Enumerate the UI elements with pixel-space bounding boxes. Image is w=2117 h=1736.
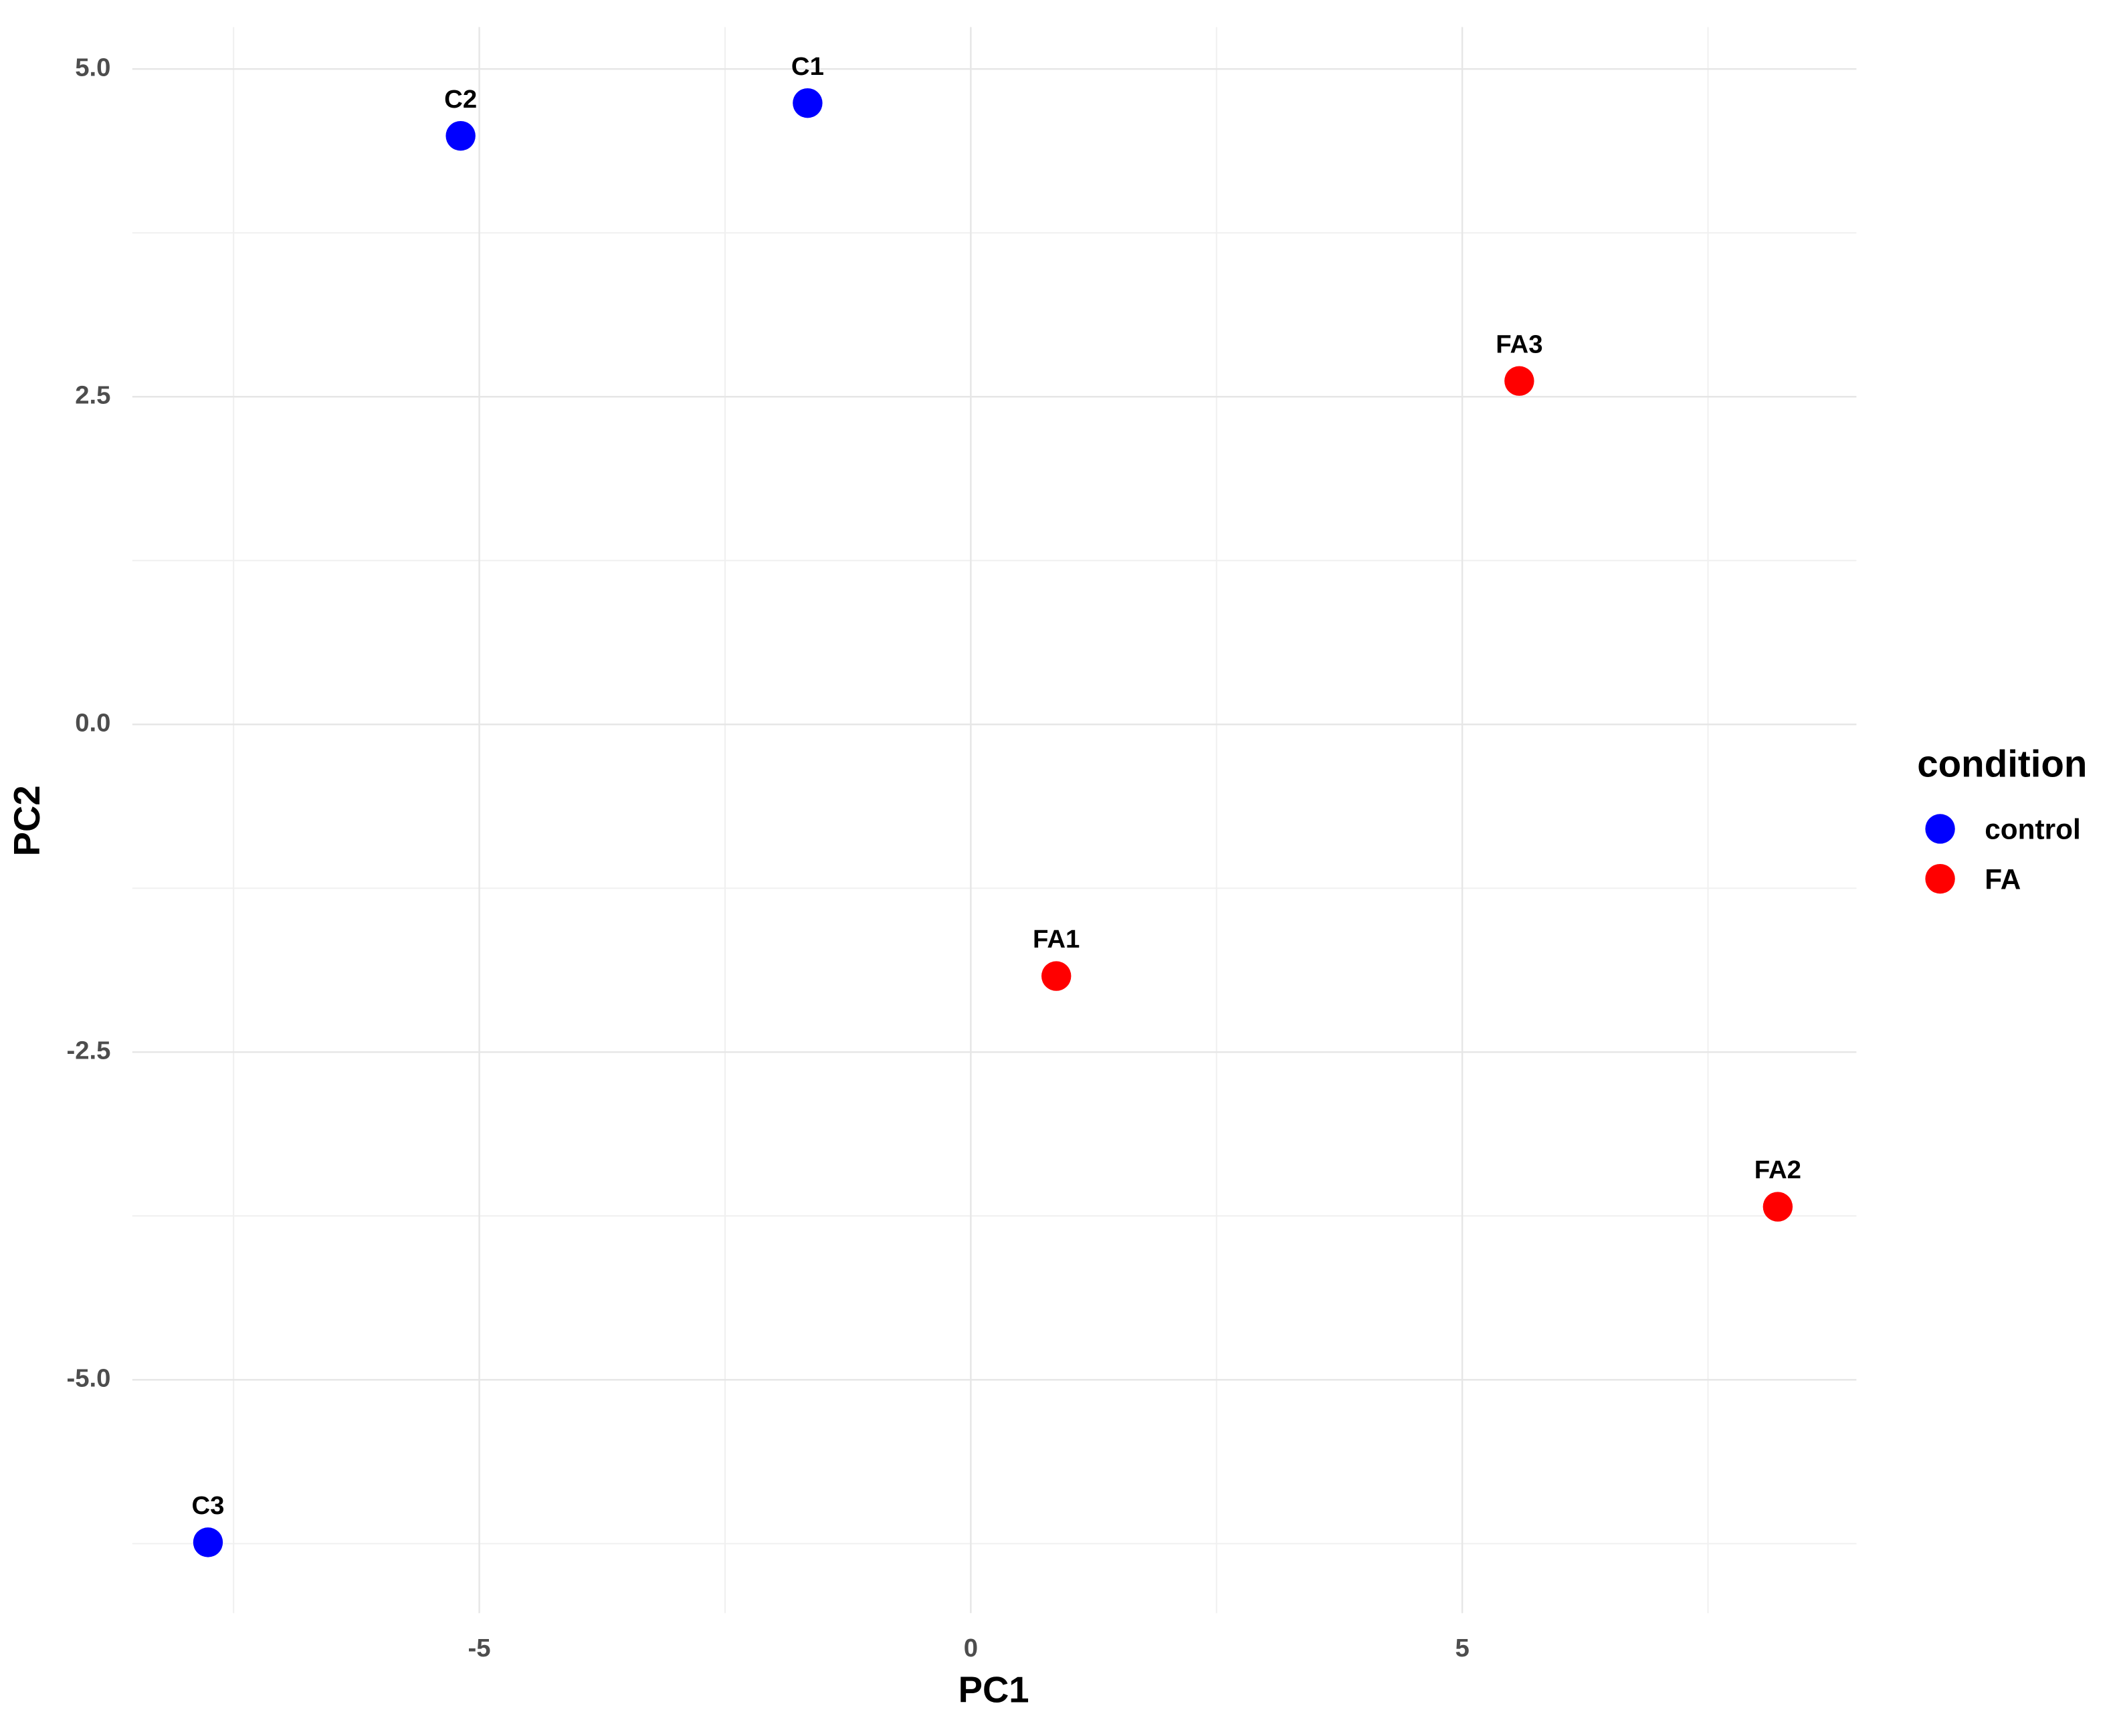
point [1041,961,1072,991]
point-label: FA2 [1754,1156,1801,1184]
point [445,120,476,151]
legend-label: control [1985,814,2081,845]
x-tick-label: -5 [468,1634,491,1662]
point [793,88,823,118]
legend-title: condition [1917,743,2087,785]
y-tick-label: 0.0 [75,708,110,737]
y-tick-label: 5.0 [75,53,110,82]
x-tick-label: 0 [964,1634,978,1662]
x-axis-title: PC1 [959,1670,1029,1711]
y-axis-title: PC2 [7,785,47,856]
legend-marker [1925,814,1955,844]
point-label: C3 [191,1491,224,1520]
y-tick-label: -5.0 [66,1364,110,1392]
point-label: C2 [444,85,477,114]
point [1762,1192,1793,1222]
x-tick-label: 5 [1455,1634,1469,1662]
y-tick-label: 2.5 [75,381,110,409]
point-label: C1 [791,52,824,81]
point [1504,366,1534,396]
legend-label: FA [1985,863,2021,895]
point [193,1527,223,1557]
y-tick-label: -2.5 [66,1036,110,1065]
legend-marker [1925,863,1955,894]
point-label: FA1 [1033,925,1080,954]
point-label: FA3 [1496,330,1542,358]
